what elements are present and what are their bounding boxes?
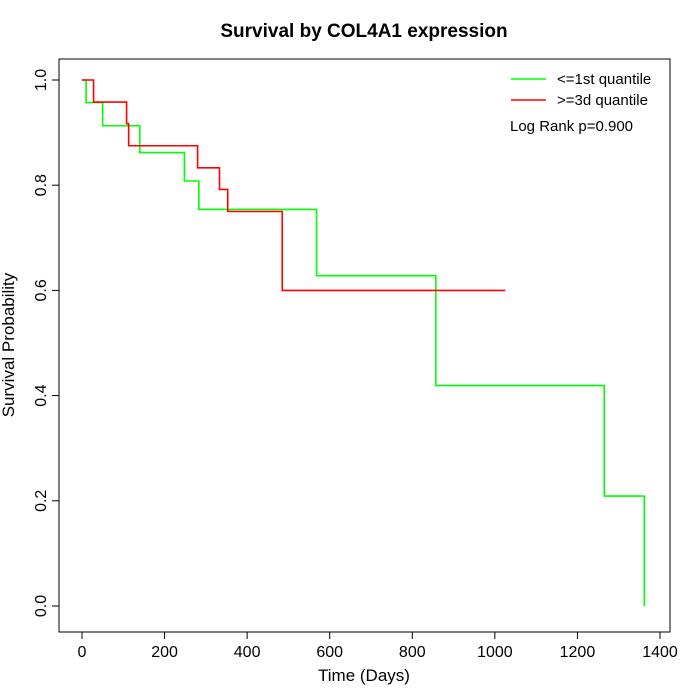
legend-label-high: >=3d quantile	[557, 92, 648, 109]
x-tick-label: 800	[399, 644, 426, 661]
y-tick-label: 0.0	[33, 595, 50, 617]
x-axis-title: Time (Days)	[318, 666, 410, 685]
survival-curve-low-quantile	[82, 79, 646, 606]
x-tick-label: 400	[234, 644, 261, 661]
log-rank-annotation: Log Rank p=0.900	[510, 118, 633, 135]
x-tick-label: 600	[316, 644, 343, 661]
chart-title: Survival by COL4A1 expression	[220, 21, 507, 42]
y-axis: 0.0 0.2 0.4 0.6 0.8 1.0	[33, 69, 60, 617]
survival-curve-high-quantile	[82, 79, 506, 292]
legend: <=1st quantile >=3d quantile	[511, 71, 651, 109]
x-tick-label: 1200	[560, 644, 596, 661]
legend-label-low: <=1st quantile	[557, 71, 651, 88]
y-tick-label: 0.8	[33, 174, 50, 196]
x-tick-label: 200	[151, 644, 178, 661]
y-tick-label: 0.4	[33, 384, 50, 406]
y-axis-title: Survival Probability	[0, 272, 18, 417]
x-tick-label: 1400	[642, 644, 678, 661]
series-layer	[82, 79, 646, 606]
x-tick-label: 1000	[477, 644, 513, 661]
y-tick-label: 0.6	[33, 279, 50, 301]
y-tick-label: 0.2	[33, 490, 50, 512]
x-tick-label: 0	[78, 644, 87, 661]
x-axis: 0 200 400 600 800 1000 1200 1400	[78, 631, 678, 661]
y-tick-label: 1.0	[33, 69, 50, 91]
